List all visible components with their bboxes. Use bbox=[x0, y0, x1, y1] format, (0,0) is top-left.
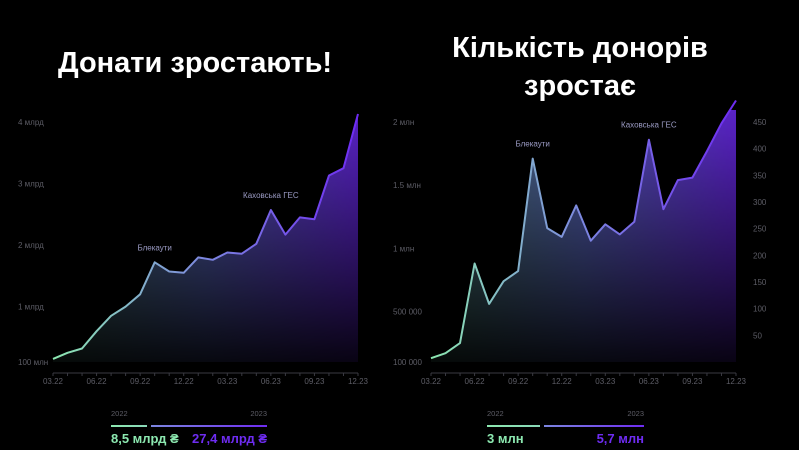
legend-value-2022: 8,5 млрд ₴ bbox=[111, 431, 179, 446]
series-line bbox=[52, 113, 359, 360]
y-tick-label: 1.5 млн bbox=[393, 181, 421, 190]
y-tick-label: 1 млн bbox=[393, 244, 414, 253]
legend-bar-2023 bbox=[151, 425, 267, 427]
y-right-tick-label: 50 bbox=[753, 331, 762, 340]
chart-title-donors-line2: зростає bbox=[524, 70, 636, 102]
legend-bar-2023 bbox=[544, 425, 644, 427]
y-right-tick-label: 100 bbox=[753, 305, 767, 314]
annotation-label: Каховська ГЕС bbox=[243, 191, 299, 200]
x-tick-label: 06.23 bbox=[639, 377, 660, 386]
x-tick-label: 03.22 bbox=[43, 377, 64, 386]
legend-value-2022: 3 млн bbox=[487, 431, 524, 446]
y-right-tick-label: 400 bbox=[753, 145, 767, 154]
chart-title-donors: Кількість донорів зростає bbox=[400, 29, 760, 105]
y-tick-label: 100 000 bbox=[393, 358, 422, 367]
legend-bar-2022 bbox=[111, 425, 147, 427]
y-tick-label: 2 млрд bbox=[18, 241, 44, 250]
donations-chart: 03.22 06.22 09.22 12.22 03.23 06.23 09.23 12.23… bbox=[18, 113, 369, 446]
x-tick-label: 06.22 bbox=[87, 377, 108, 386]
legend-year-2023: 2023 bbox=[250, 409, 267, 418]
y-tick-label: 500 000 bbox=[393, 307, 422, 316]
x-tick-label: 09.23 bbox=[304, 377, 325, 386]
x-tick-label: 12.23 bbox=[348, 377, 369, 386]
x-tick-label: 09.22 bbox=[130, 377, 151, 386]
y-tick-label: 2 млн bbox=[393, 118, 414, 127]
legend-bar-2022 bbox=[487, 425, 540, 427]
y-tick-label: 3 млрд bbox=[18, 180, 44, 189]
donors-chart: 03.22 06.22 09.22 12.22 03.23 06.23 09.23 12.23… bbox=[393, 99, 767, 446]
legend-year-2022: 2022 bbox=[487, 409, 504, 418]
x-tick-label: 09.23 bbox=[682, 377, 703, 386]
legend-value-2023: 5,7 млн bbox=[597, 431, 644, 446]
y-right-tick-label: 150 bbox=[753, 278, 767, 287]
y-right-tick-label: 300 bbox=[753, 198, 767, 207]
area-fill bbox=[431, 100, 736, 362]
x-tick-label: 03.23 bbox=[217, 377, 238, 386]
x-tick-label: 03.22 bbox=[421, 377, 442, 386]
y-tick-label: 4 млрд bbox=[18, 118, 44, 127]
y-right-tick-label: 450 bbox=[753, 118, 767, 127]
area-fill bbox=[53, 114, 358, 362]
x-tick-label: 09.22 bbox=[508, 377, 529, 386]
legend-year-2022: 2022 bbox=[111, 409, 128, 418]
chart-title-donors-line1: Кількість донорів bbox=[452, 32, 708, 64]
series-line bbox=[430, 99, 737, 360]
x-tick-label: 12.23 bbox=[726, 377, 747, 386]
legend-value-2023: 27,4 млрд ₴ bbox=[192, 431, 267, 446]
y-right-tick-label: 200 bbox=[753, 251, 767, 260]
x-tick-label: 12.22 bbox=[552, 377, 573, 386]
x-tick-label: 03.23 bbox=[595, 377, 616, 386]
annotation-label: Блекаути bbox=[137, 243, 171, 252]
x-tick-label: 12.22 bbox=[174, 377, 195, 386]
annotation-label: Каховська ГЕС bbox=[621, 121, 677, 130]
annotation-label: Блекаути bbox=[515, 140, 549, 149]
x-tick-label: 06.23 bbox=[261, 377, 282, 386]
y-tick-label: 100 млн bbox=[18, 358, 48, 367]
x-tick-label: 06.22 bbox=[465, 377, 486, 386]
legend-year-2023: 2023 bbox=[627, 409, 644, 418]
chart-title-donations: Донати зростають! bbox=[57, 47, 333, 79]
y-tick-label: 1 млрд bbox=[18, 303, 44, 312]
y-right-tick-label: 350 bbox=[753, 171, 767, 180]
y-right-tick-label: 250 bbox=[753, 225, 767, 234]
